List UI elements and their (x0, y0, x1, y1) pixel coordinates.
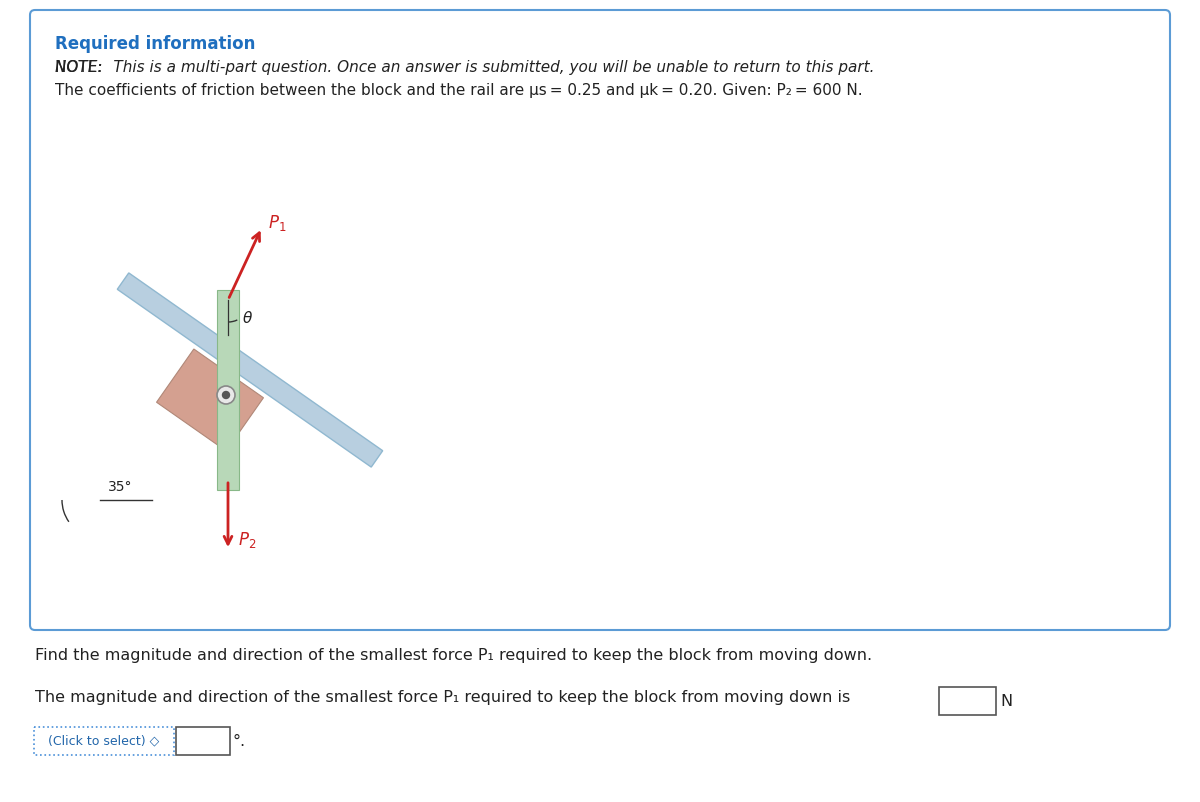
FancyBboxPatch shape (34, 727, 174, 755)
Bar (118, 273, 383, 467)
Text: Find the magnitude and direction of the smallest force P₁ required to keep the b: Find the magnitude and direction of the … (35, 648, 872, 663)
Text: $\theta$: $\theta$ (242, 310, 253, 326)
Text: The magnitude and direction of the smallest force P₁ required to keep the block : The magnitude and direction of the small… (35, 690, 851, 705)
Text: NOTE:: NOTE: (55, 60, 107, 75)
Circle shape (217, 386, 235, 404)
FancyBboxPatch shape (30, 10, 1170, 630)
Text: (Click to select) ◇: (Click to select) ◇ (48, 735, 160, 747)
Bar (217, 290, 239, 490)
FancyBboxPatch shape (940, 687, 996, 715)
Text: $P_1$: $P_1$ (268, 213, 287, 233)
Text: Required information: Required information (55, 35, 256, 53)
Text: 35°: 35° (108, 480, 132, 494)
Circle shape (222, 391, 229, 399)
Text: NOTE:   This is a multi-part question. Once an answer is submitted, you will be : NOTE: This is a multi-part question. Onc… (55, 60, 875, 75)
Text: $P_2$: $P_2$ (238, 530, 257, 550)
Text: °.: °. (233, 734, 246, 748)
Text: N: N (1000, 694, 1012, 708)
Bar (156, 349, 264, 451)
FancyBboxPatch shape (176, 727, 230, 755)
Text: The coefficients of friction between the block and the rail are μs = 0.25 and μk: The coefficients of friction between the… (55, 83, 863, 98)
